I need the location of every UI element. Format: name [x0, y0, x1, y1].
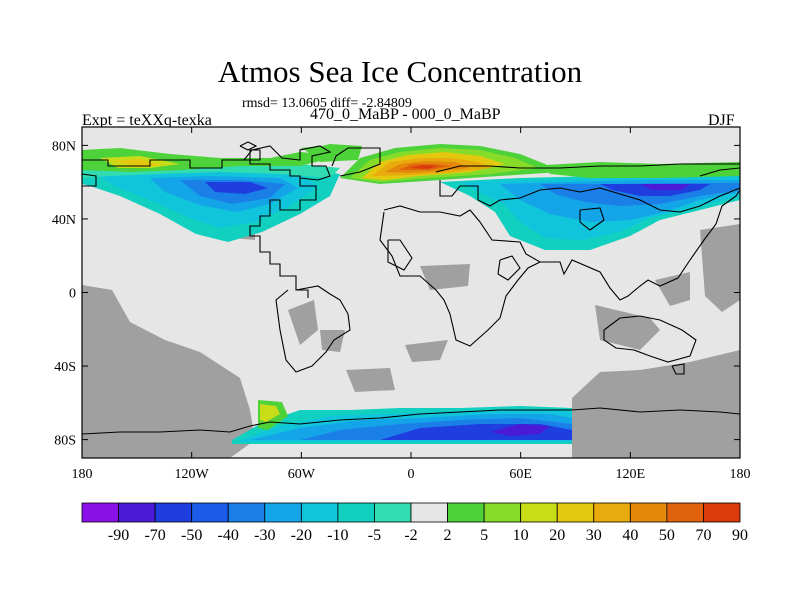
- colorbar-swatch: [154, 502, 193, 523]
- colorbar-label: 2: [444, 527, 452, 544]
- colorbar-label: -5: [368, 527, 381, 544]
- colorbar-swatch: [666, 502, 704, 523]
- colorbar-label: 70: [695, 527, 711, 544]
- colorbar-label: 90: [732, 527, 748, 544]
- y-axis: 80N 40N 0 40S 80S: [52, 139, 740, 449]
- colorbar-label: -50: [181, 527, 202, 544]
- y-tick-label: 40N: [52, 213, 76, 228]
- season-label: DJF: [708, 112, 735, 129]
- stats-label: rmsd= 13.0605 diff= -2.84809: [242, 96, 412, 111]
- chart-title: Atmos Sea Ice Concentration: [217, 54, 583, 89]
- y-tick-label: 40S: [54, 360, 76, 375]
- colorbar: -90 -70 -50 -40 -30 -20 -10 -5 -2 2 5 10 20 30 40 50 70 9…: [81, 502, 748, 544]
- colorbar-swatch: [629, 502, 668, 523]
- colorbar-label: -70: [144, 527, 165, 544]
- colorbar-label: -40: [218, 527, 239, 544]
- colorbar-swatch: [264, 502, 302, 523]
- colorbar-label: -90: [108, 527, 129, 544]
- colorbar-label: 5: [480, 527, 488, 544]
- colorbar-swatch: [118, 502, 156, 523]
- colorbar-label: -20: [291, 527, 312, 544]
- colorbar-label: -30: [254, 527, 275, 544]
- colorbar-swatch: [520, 502, 558, 523]
- colorbar-swatch: [227, 502, 266, 523]
- colorbar-swatch: [374, 502, 412, 523]
- colorbar-swatch: [300, 502, 339, 523]
- colorbar-label: 40: [622, 527, 638, 544]
- x-tick-label: 0: [408, 467, 415, 482]
- colorbar-swatch: [593, 502, 631, 523]
- colorbar-swatch: [703, 502, 741, 523]
- expt-label: Expt = teXXq-texka: [82, 112, 212, 129]
- colorbar-label: 30: [586, 527, 602, 544]
- colorbar-swatch: [191, 502, 229, 523]
- y-tick-label: 0: [69, 287, 76, 302]
- x-axis: 180 120W 60W 0 60E 120E 180: [72, 127, 751, 482]
- colorbar-swatch: [410, 502, 448, 523]
- colorbar-label: -10: [327, 527, 348, 544]
- y-tick-label: 80S: [54, 434, 76, 449]
- x-tick-label: 60E: [509, 467, 532, 482]
- colorbar-swatch: [556, 502, 595, 523]
- colorbar-label: 50: [659, 527, 675, 544]
- map-field: [82, 127, 740, 458]
- subtitle-label: 470_0_MaBP - 000_0_MaBP: [310, 106, 501, 123]
- y-tick-label: 80N: [52, 139, 76, 154]
- x-tick-label: 60W: [288, 467, 316, 482]
- x-tick-label: 120W: [175, 467, 210, 482]
- x-tick-label: 180: [72, 467, 93, 482]
- colorbar-swatch: [483, 502, 522, 523]
- x-tick-label: 120E: [616, 467, 646, 482]
- colorbar-swatch: [337, 502, 375, 523]
- colorbar-swatch: [447, 502, 485, 523]
- colorbar-label: 10: [513, 527, 529, 544]
- colorbar-label: 20: [549, 527, 565, 544]
- colorbar-label: -2: [404, 527, 417, 544]
- colorbar-swatch: [81, 502, 119, 523]
- missing-land-mask: [82, 224, 740, 458]
- x-tick-label: 180: [730, 467, 751, 482]
- coastlines: [82, 141, 740, 435]
